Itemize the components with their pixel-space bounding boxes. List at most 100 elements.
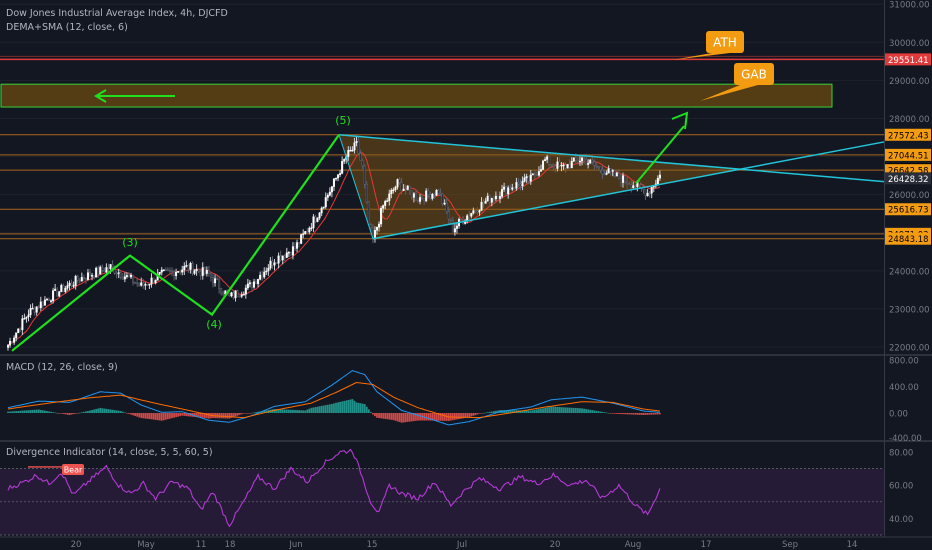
candle-body — [68, 282, 71, 286]
bear-badge-text: Bear — [64, 466, 83, 475]
candle-body — [542, 160, 545, 170]
candle-body — [484, 200, 487, 204]
macd-histogram-bar — [37, 409, 40, 413]
candle — [648, 191, 651, 198]
macd-histogram-bar — [66, 413, 69, 415]
candle-body — [529, 174, 532, 182]
macd-histogram-bar — [605, 412, 608, 414]
candle — [468, 210, 471, 222]
candle-body — [406, 185, 409, 190]
macd-histogram-bar — [72, 413, 75, 415]
candle-body — [337, 174, 340, 179]
candle — [179, 269, 182, 275]
candle — [341, 156, 344, 175]
macd-histogram-bar — [443, 413, 446, 421]
candle-body — [591, 159, 594, 163]
candle — [324, 192, 327, 209]
candle — [529, 170, 532, 185]
price-axis: 22000.0023000.0024000.0025000.0026000.00… — [885, 1, 931, 525]
candle — [294, 242, 297, 251]
candle — [296, 239, 299, 253]
macd-histogram-bar — [523, 410, 526, 413]
candle-body — [371, 227, 374, 240]
macd-histogram-bar — [347, 400, 350, 413]
candle — [595, 162, 598, 169]
candle — [431, 192, 434, 201]
candle — [396, 178, 399, 190]
candle-body — [515, 182, 518, 189]
candle — [554, 163, 557, 173]
macd-histogram-bar — [261, 411, 264, 413]
candle-body — [95, 267, 98, 278]
candle-body — [185, 265, 188, 267]
candle — [484, 197, 487, 204]
candle-body — [460, 219, 463, 221]
candle — [95, 266, 98, 278]
gab-zone — [0, 83, 833, 108]
candle-body — [613, 170, 616, 177]
macd-histogram-bar — [544, 407, 546, 413]
macd-histogram-bar — [324, 405, 327, 413]
macd-histogram-bar — [581, 408, 583, 413]
candle — [546, 154, 549, 164]
candle — [531, 173, 534, 176]
candle — [533, 170, 536, 179]
candle — [82, 274, 85, 281]
macd-histogram-bar — [376, 413, 378, 418]
macd-histogram-bar — [113, 410, 116, 413]
candle — [435, 189, 438, 196]
macd-histogram-bar — [91, 410, 93, 413]
candle-body — [595, 165, 598, 167]
candle-body — [103, 270, 106, 273]
macd-histogram-bar — [435, 413, 438, 421]
macd-histogram-bar — [105, 408, 108, 413]
candle-body — [423, 198, 426, 202]
macd-histogram-bar — [369, 411, 372, 413]
candle — [289, 251, 292, 256]
macd-histogram-bar — [577, 408, 579, 413]
macd-histogram-bar — [601, 411, 604, 413]
candle — [332, 178, 335, 192]
macd-histogram-bar — [296, 410, 298, 413]
candle-body — [308, 227, 311, 233]
macd-histogram-bar — [640, 413, 643, 415]
macd-histogram-bar — [52, 412, 54, 413]
macd-histogram-bar — [509, 410, 512, 413]
macd-histogram-bar — [179, 413, 182, 417]
candle-body — [109, 264, 112, 269]
macd-histogram-bar — [382, 413, 385, 419]
macd-histogram-bar — [628, 413, 631, 415]
candle-body — [339, 173, 342, 175]
candle — [99, 265, 102, 275]
candle-body — [279, 255, 282, 261]
candle — [275, 262, 278, 264]
candle-body — [451, 220, 454, 233]
candle-body — [117, 272, 120, 274]
candle-body — [617, 172, 620, 179]
macd-histogram-bar — [615, 413, 618, 414]
macd-histogram-bar — [80, 412, 83, 413]
candle — [273, 258, 276, 271]
candle — [404, 184, 407, 195]
candle — [527, 176, 530, 184]
macd-histogram-bar — [531, 410, 534, 413]
candle — [581, 156, 584, 166]
macd-histogram-bar — [392, 413, 395, 421]
candle — [29, 304, 32, 318]
candle — [515, 177, 518, 191]
candle-body — [6, 344, 9, 348]
macd-histogram-bar — [234, 413, 237, 417]
macd-histogram-bar — [478, 413, 481, 414]
candle — [517, 178, 520, 188]
macd-histogram-bar — [109, 409, 112, 413]
candle — [564, 161, 567, 173]
macd-histogram-bar — [44, 410, 46, 413]
macd-histogram-bar — [568, 407, 571, 413]
candle — [187, 264, 190, 273]
macd-histogram-bar — [39, 409, 42, 413]
macd-histogram-bar — [97, 408, 100, 413]
candle-body — [332, 178, 335, 187]
candle — [97, 265, 100, 279]
candle — [359, 149, 362, 161]
